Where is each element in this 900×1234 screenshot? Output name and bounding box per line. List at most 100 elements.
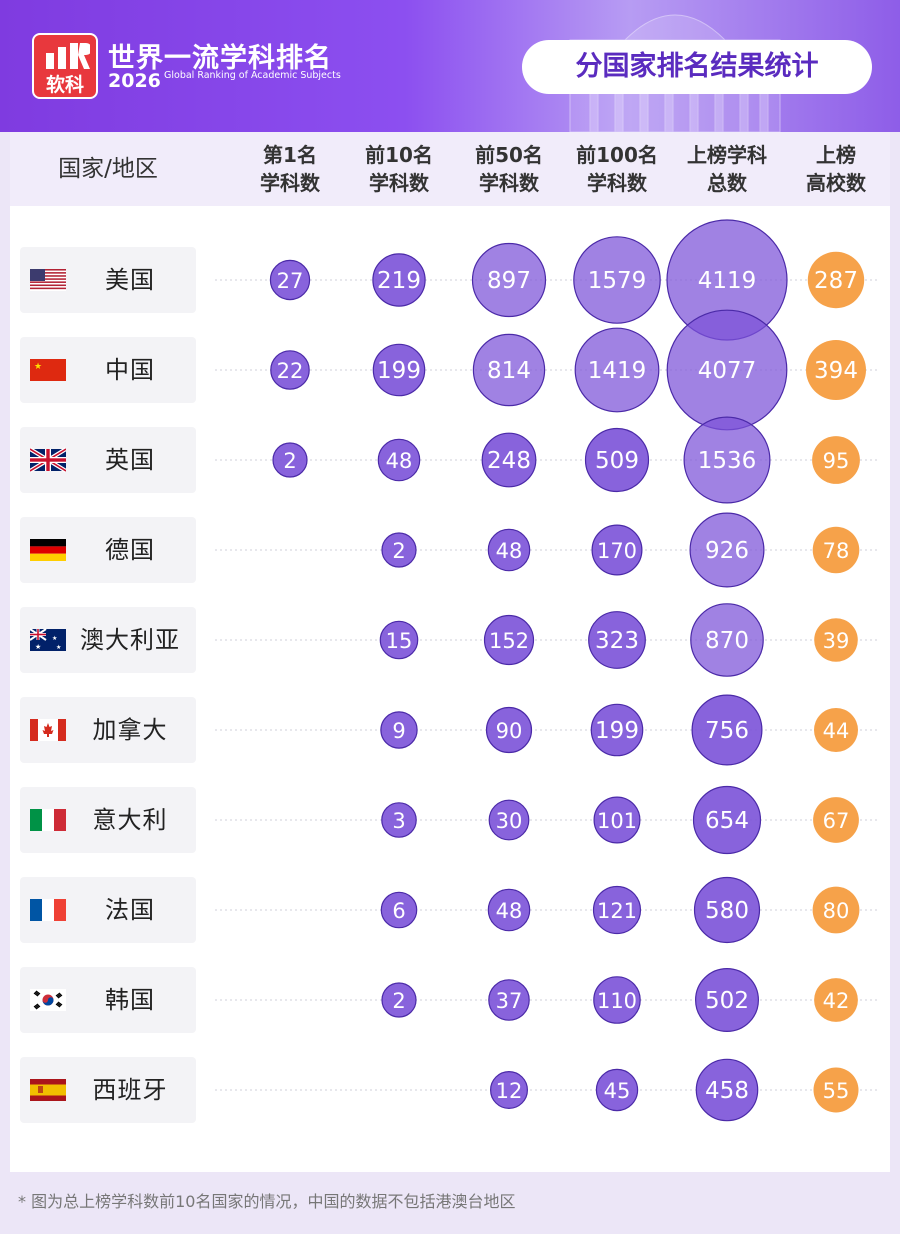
bubble-top50	[485, 706, 533, 754]
bubble-value-top50: 248	[487, 448, 531, 474]
bubble-schools	[812, 526, 860, 574]
bubble-schools	[814, 618, 858, 662]
svg-text:★: ★	[34, 362, 42, 372]
bubble-top10	[372, 253, 426, 307]
bubble-value-schools: 39	[823, 629, 850, 653]
column-header-country: 国家/地区	[58, 156, 158, 182]
bubble-value-top10: 199	[377, 358, 421, 384]
bubble-top100	[573, 236, 661, 324]
bubble-value-top10: 2	[392, 989, 405, 1013]
bubble-schools	[814, 708, 858, 752]
country-name: 加拿大	[92, 716, 168, 744]
country-row-label: 意大利	[20, 787, 196, 853]
ca-flag-icon	[30, 714, 66, 746]
column-header-top50: 前50名 学科数	[475, 143, 543, 195]
bubble-value-top50: 30	[496, 809, 523, 833]
bubble-value-top10: 6	[392, 899, 405, 923]
bubble-value-top50: 152	[489, 629, 529, 653]
kr-flag-icon	[30, 984, 66, 1016]
bubble-value-top10: 48	[386, 449, 413, 473]
bubble-top50	[483, 614, 535, 666]
bubble-top10	[381, 802, 417, 838]
bar-chart-icon	[46, 43, 90, 69]
bubble-value-top100: 323	[595, 628, 639, 654]
bubble-total	[695, 1058, 759, 1122]
bubble-total	[690, 603, 764, 677]
bubble-top50	[471, 242, 547, 318]
brand-subtitle: Global Ranking of Academic Subjects	[164, 70, 341, 81]
bubble-value-top100: 170	[597, 539, 637, 563]
header-banner: 软科 世界一流学科排名 2026 Global Ranking of Acade…	[0, 0, 900, 132]
country-name: 韩国	[105, 986, 155, 1014]
bubble-value-total: 580	[705, 898, 749, 924]
bubble-value-top50: 37	[496, 989, 523, 1013]
column-header-top10: 前10名 学科数	[365, 143, 433, 195]
bubble-value-schools: 287	[814, 268, 858, 294]
bubble-value-top10: 3	[392, 809, 405, 833]
us-flag-icon	[30, 264, 66, 296]
country-row-label: ★ 中国	[20, 337, 196, 403]
footnote: * 图为总上榜学科数前10名国家的情况，中国的数据不包括港澳台地区	[18, 1192, 516, 1211]
bubble-value-total: 458	[705, 1078, 749, 1104]
bubble-value-top10: 219	[377, 268, 421, 294]
country-name: 意大利	[92, 806, 168, 834]
bubble-value-total: 4077	[698, 358, 757, 384]
bubble-value-top50: 48	[496, 539, 523, 563]
bubble-value-top10: 9	[392, 719, 405, 743]
table-header	[10, 132, 890, 206]
uk-flag-icon	[28, 444, 68, 476]
bubble-top50	[488, 979, 530, 1021]
cn-flag-icon: ★	[30, 354, 66, 386]
bubble-top50	[472, 333, 546, 407]
bubble-top10	[379, 620, 419, 660]
country-row-label: ★ ★ ★ 澳大利亚	[20, 607, 196, 673]
bubble-value-first: 22	[277, 359, 304, 383]
bubble-schools	[812, 436, 860, 484]
bubble-value-total: 926	[705, 538, 749, 564]
bubble-value-schools: 95	[823, 449, 850, 473]
bubble-top100	[588, 611, 646, 669]
bubble-value-top50: 12	[496, 1079, 523, 1103]
it-flag-icon	[30, 804, 66, 836]
bubble-value-schools: 55	[823, 1079, 850, 1103]
bubble-top100	[592, 885, 642, 935]
bubble-total	[683, 416, 771, 504]
country-name: 英国	[105, 446, 155, 474]
bubble-value-schools: 78	[823, 539, 850, 563]
bubble-value-top10: 15	[386, 629, 413, 653]
country-row-label: 加拿大	[20, 697, 196, 763]
bubble-schools	[806, 340, 866, 400]
bubble-value-total: 870	[705, 628, 749, 654]
section-badge: 分国家排名结果统计	[522, 40, 872, 94]
column-header-top100: 前100名 学科数	[576, 143, 658, 195]
bubble-total	[689, 512, 765, 588]
column-header-first: 第1名 学科数	[260, 143, 320, 195]
bubble-value-total: 654	[705, 808, 749, 834]
bubble-top100	[593, 976, 641, 1024]
bubble-value-total: 502	[705, 988, 749, 1014]
country-name: 中国	[105, 356, 155, 384]
brand-logo: 软科	[32, 33, 98, 99]
bubble-first	[269, 259, 311, 301]
bubble-value-schools: 44	[823, 719, 850, 743]
bubble-total	[694, 967, 759, 1032]
bubble-top10	[377, 438, 421, 482]
bubble-top50	[487, 888, 531, 932]
country-row-label: 美国	[20, 247, 196, 313]
fr-flag-icon	[30, 894, 66, 926]
bubble-top10	[381, 982, 417, 1018]
brand-year: 2026	[108, 70, 161, 92]
bubble-value-top100: 1579	[588, 268, 647, 294]
bubble-schools	[812, 886, 860, 934]
bubble-total	[691, 694, 763, 766]
bubble-top100	[595, 1068, 639, 1112]
bubble-top100	[590, 703, 644, 757]
logo-text: 软科	[45, 74, 84, 96]
bubble-top100	[574, 327, 660, 413]
country-row-label: 西班牙	[20, 1057, 196, 1123]
svg-text:★: ★	[35, 643, 41, 651]
bubble-top100	[593, 796, 641, 844]
bubble-total	[693, 876, 761, 944]
bubble-value-top50: 897	[487, 268, 531, 294]
